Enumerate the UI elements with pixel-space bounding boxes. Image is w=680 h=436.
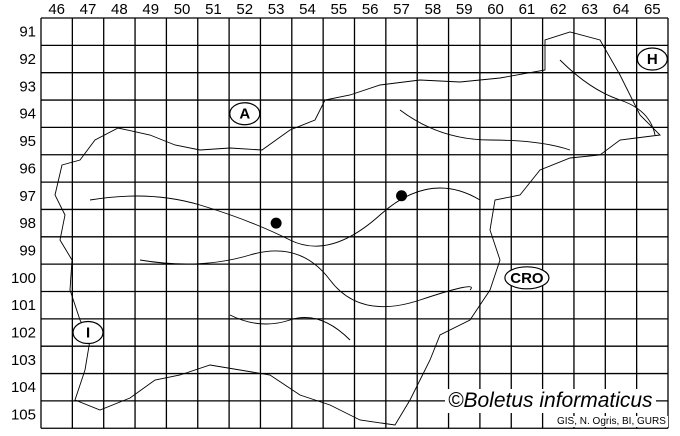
column-label: 47 <box>80 1 97 18</box>
row-labels: 91 92 93 94 95 96 97 98 99 100 101 102 103 104 105 <box>11 24 36 424</box>
border <box>54 31 661 426</box>
row-label: 99 <box>19 242 36 259</box>
occurrence-dot <box>270 217 282 229</box>
row-label: 100 <box>11 270 36 287</box>
row-label: 102 <box>11 325 36 342</box>
neighbour-country-label: A <box>229 102 261 126</box>
column-label: 57 <box>393 1 410 18</box>
row-label: 105 <box>11 407 36 424</box>
grid <box>40 17 669 429</box>
column-label: 52 <box>236 1 253 18</box>
row-label: 92 <box>19 51 36 68</box>
neighbour-country-label: H <box>636 47 668 71</box>
column-label: 58 <box>425 1 442 18</box>
occurrence-dot <box>396 190 408 202</box>
river <box>559 59 656 136</box>
column-label: 59 <box>456 1 473 18</box>
column-label: 61 <box>519 1 536 18</box>
row-label: 98 <box>19 215 36 232</box>
column-labels: 46 47 48 49 50 51 52 53 54 55 56 57 58 59 60 61 62 63 64 65 <box>48 1 660 18</box>
column-label: 53 <box>268 1 285 18</box>
column-label: 55 <box>330 1 347 18</box>
neighbour-labels: A H CRO I <box>72 47 668 345</box>
column-label: 54 <box>299 1 316 18</box>
svg-text:CRO: CRO <box>510 270 544 287</box>
river <box>399 109 571 151</box>
river <box>89 187 481 247</box>
row-label: 97 <box>19 188 36 205</box>
column-label: 48 <box>111 1 128 18</box>
column-label: 60 <box>487 1 504 18</box>
column-label: 50 <box>174 1 191 18</box>
row-label: 101 <box>11 297 36 314</box>
svg-text:A: A <box>239 106 250 123</box>
column-label: 64 <box>613 1 630 18</box>
row-label: 94 <box>19 106 36 123</box>
column-label: 46 <box>48 1 65 18</box>
column-label: 62 <box>550 1 567 18</box>
neighbour-country-label: I <box>72 320 104 345</box>
row-label: 104 <box>11 379 36 396</box>
svg-text:I: I <box>86 325 90 342</box>
row-label: 91 <box>19 24 36 41</box>
column-label: 65 <box>644 1 661 18</box>
column-label: 51 <box>205 1 222 18</box>
column-label: 49 <box>142 1 159 18</box>
row-label: 96 <box>19 160 36 177</box>
svg-text:H: H <box>647 51 658 68</box>
row-label: 93 <box>19 78 36 95</box>
credit-text: ©Boletus informaticus <box>445 389 656 413</box>
country-outline <box>54 31 661 426</box>
row-label: 95 <box>19 133 36 150</box>
river <box>229 314 351 341</box>
source-text: GIS, N. Ogris, BI, GURS <box>555 416 668 427</box>
river <box>139 250 472 308</box>
column-label: 63 <box>581 1 598 18</box>
occurrence-points <box>270 190 408 229</box>
row-label: 103 <box>11 352 36 369</box>
column-label: 56 <box>362 1 379 18</box>
neighbour-country-label: CRO <box>504 266 550 290</box>
